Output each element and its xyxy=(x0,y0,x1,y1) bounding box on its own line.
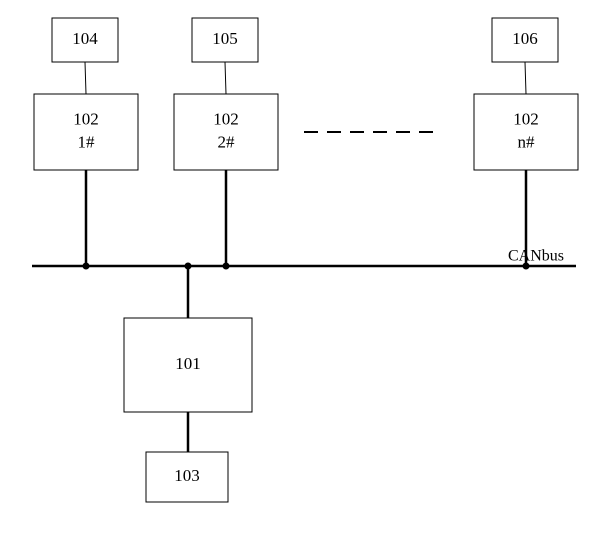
node-box102b-label-1: 2# xyxy=(218,132,236,151)
node-box102n: 102 n# xyxy=(474,94,578,170)
node-box102b-label-0: 102 xyxy=(213,109,239,128)
node-box105: 105 xyxy=(192,18,258,62)
node-box102a-label-0: 102 xyxy=(73,109,99,128)
node-box101: 101 xyxy=(124,318,252,412)
node-box103-label-0: 103 xyxy=(174,466,200,485)
bus-label: CANbus xyxy=(508,248,564,265)
node-box105-label-0: 105 xyxy=(212,29,238,48)
node-box102n-label-0: 102 xyxy=(513,109,539,128)
node-box102b: 1022# xyxy=(174,94,278,170)
junction-box102b xyxy=(223,263,230,270)
node-box103: 103 xyxy=(146,452,228,502)
node-box104-label-0: 104 xyxy=(72,29,98,48)
node-box104: 104 xyxy=(52,18,118,62)
junction-box102a xyxy=(83,263,90,270)
node-box102n-label-1: n# xyxy=(518,132,536,151)
node-box101-label-0: 101 xyxy=(175,354,201,373)
node-box102a-label-1: 1# xyxy=(78,132,96,151)
connector-box104-box102a xyxy=(85,62,86,94)
connector-box105-box102b xyxy=(225,62,226,94)
node-box106: 106 xyxy=(492,18,558,62)
connector-box106-box102n xyxy=(525,62,526,94)
node-box106-label-0: 106 xyxy=(512,29,538,48)
node-box102a: 1021# xyxy=(34,94,138,170)
